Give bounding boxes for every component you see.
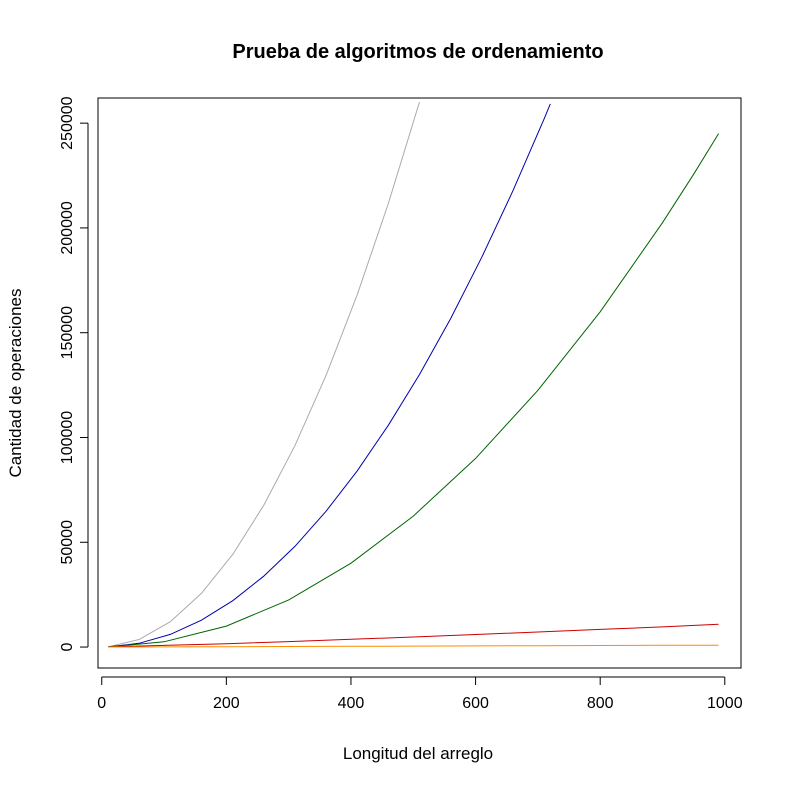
x-tick-label: 200	[213, 695, 240, 712]
y-tick-label: 0	[59, 642, 76, 651]
series-line-5	[107, 644, 719, 648]
y-tick-label: 50000	[59, 520, 76, 565]
chart-title: Prueba de algoritmos de ordenamiento	[232, 41, 603, 63]
series-line-2	[107, 103, 551, 648]
x-axis: 0 200 400 600 800 1000	[97, 676, 743, 712]
x-axis-label: Longitud del arreglo	[343, 744, 493, 763]
x-tick-label: 600	[462, 695, 489, 712]
series-line-4	[107, 623, 719, 648]
y-tick-label: 100000	[59, 411, 76, 464]
y-axis-label: Cantidad de operaciones	[6, 288, 25, 477]
y-tick-label: 200000	[59, 201, 76, 254]
series-line-3	[107, 133, 720, 648]
x-tick-label: 800	[587, 695, 614, 712]
x-tick-label: 1000	[707, 695, 743, 712]
y-axis: 0 50000 100000 150000 200000 250000	[59, 96, 89, 651]
plot-frame	[97, 97, 742, 669]
series-line-1	[107, 101, 420, 648]
x-tick-label: 400	[338, 695, 365, 712]
x-tick-label: 0	[97, 695, 106, 712]
series-layer	[107, 101, 720, 648]
y-tick-label: 150000	[59, 306, 76, 359]
y-tick-label: 250000	[59, 96, 76, 149]
